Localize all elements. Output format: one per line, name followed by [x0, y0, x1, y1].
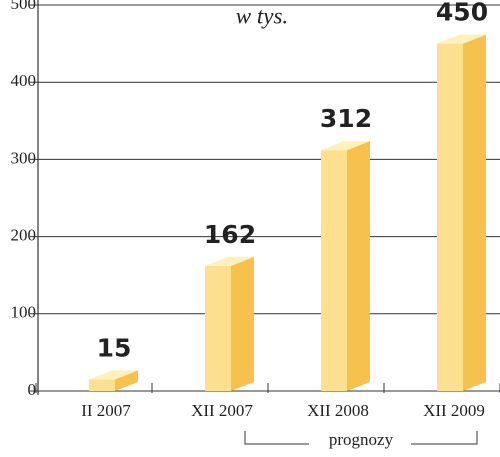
value-label: 312	[320, 104, 372, 133]
x-tick-label: II 2007	[81, 401, 131, 420]
y-tick-label: 200	[11, 226, 37, 245]
x-tick-label: XII 2009	[423, 401, 485, 420]
bar-front	[89, 379, 115, 391]
bar-top	[89, 370, 138, 380]
bar-front	[321, 150, 347, 391]
y-tick-label: 400	[11, 71, 37, 90]
value-label: 15	[97, 333, 132, 362]
bar	[437, 34, 486, 391]
bar	[205, 256, 254, 391]
bar-front	[205, 265, 231, 391]
bar	[321, 141, 370, 391]
bar-side	[115, 370, 138, 391]
y-tick-label: 300	[11, 148, 37, 167]
annotation: prognozy	[329, 430, 394, 449]
y-tick-label: 500	[11, 0, 37, 13]
chart-subtitle: w tys.	[236, 3, 288, 28]
bar-front	[437, 43, 463, 391]
x-tick-label: XII 2008	[307, 401, 369, 420]
bar	[89, 370, 138, 391]
bar-top	[321, 141, 370, 151]
y-tick-label: 100	[11, 303, 37, 322]
bar-top	[437, 34, 486, 44]
bracket	[244, 431, 478, 445]
y-tick-label: 0	[28, 380, 37, 399]
bar-side	[231, 256, 254, 391]
bar-top	[205, 256, 254, 266]
value-label: 162	[204, 220, 256, 249]
bar-side	[347, 141, 370, 391]
value-label: 450	[436, 0, 488, 27]
x-tick-label: XII 2007	[191, 401, 253, 420]
bar-side	[463, 34, 486, 391]
